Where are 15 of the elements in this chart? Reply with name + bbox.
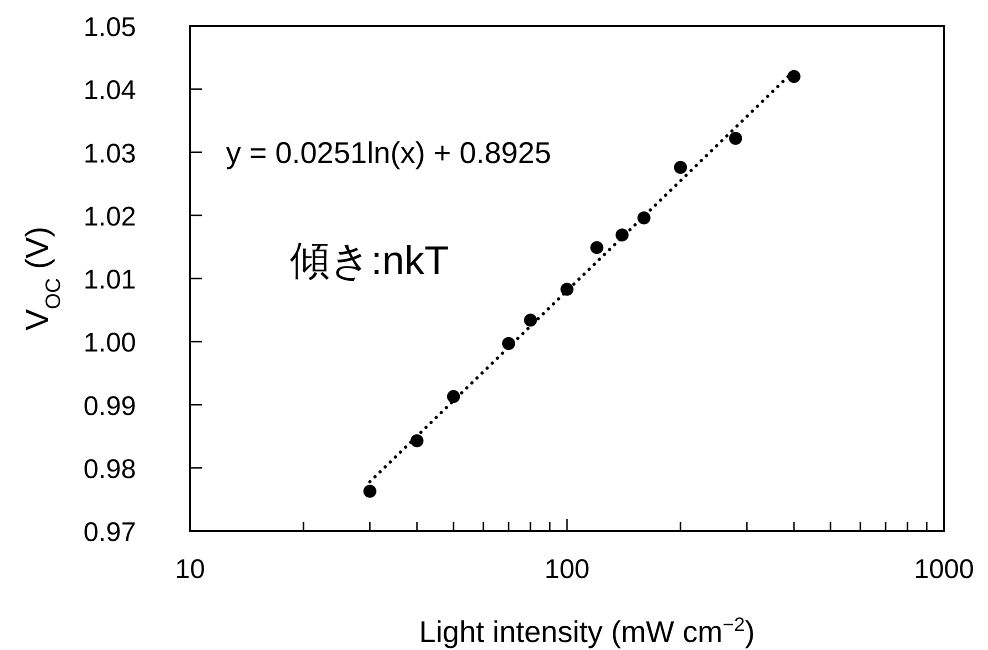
- y-tick-label: 0.98: [83, 454, 136, 484]
- annotation: 傾き:nkT: [290, 239, 449, 283]
- y-tick-label: 0.99: [83, 390, 136, 421]
- y-tick-label: 1.02: [83, 201, 136, 232]
- y-tick-label: 1.05: [83, 12, 136, 42]
- x-tick-label: 100: [544, 554, 590, 584]
- y-tick-label: 1.03: [83, 138, 136, 168]
- x-tick-label: 1000: [914, 554, 974, 584]
- y-tick-label: 1.01: [83, 264, 136, 294]
- annotation: y = 0.0251ln(x) + 0.8925: [226, 137, 552, 170]
- x-tick-label: 10: [174, 554, 206, 584]
- y-tick-label: 1.04: [83, 75, 136, 106]
- x-axis-title: Light intensity (mW cm$^{−2}$): [419, 614, 755, 649]
- y-tick-label: 0.97: [83, 517, 136, 547]
- y-tick-label: 1.00: [83, 328, 136, 358]
